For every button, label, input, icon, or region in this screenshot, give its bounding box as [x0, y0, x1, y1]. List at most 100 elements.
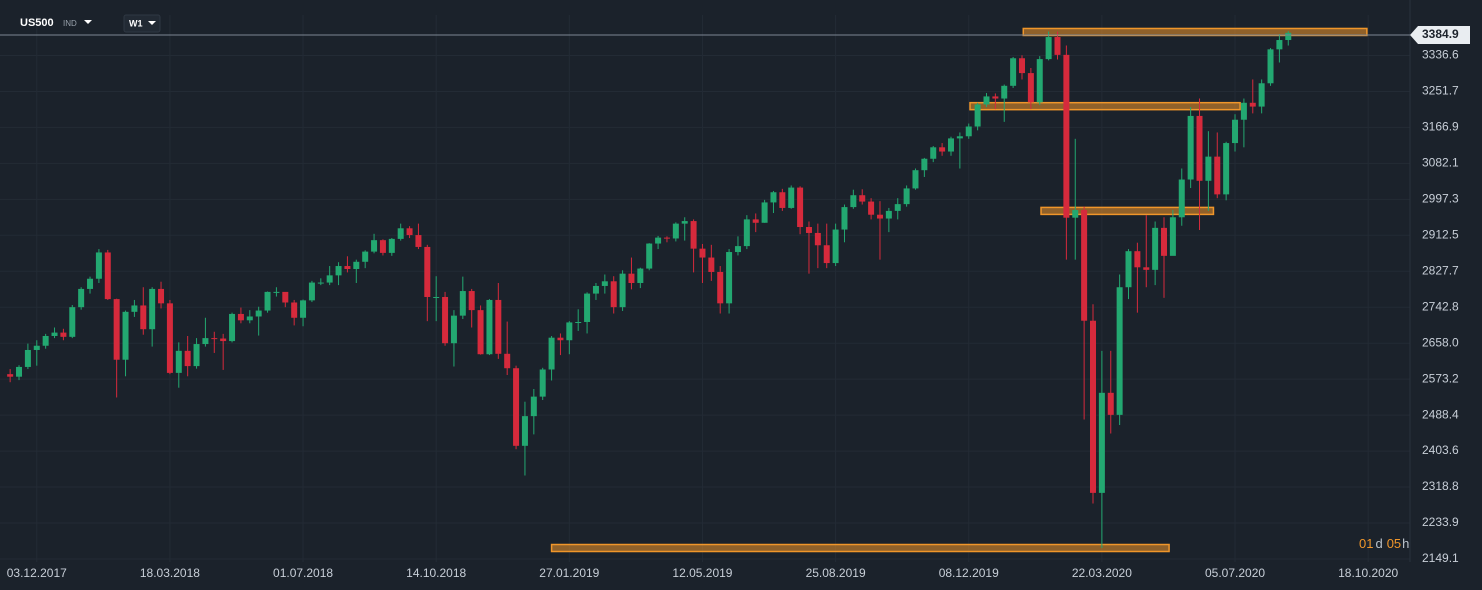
- candle-body: [78, 288, 85, 308]
- candle-body: [1090, 320, 1097, 493]
- candle-body: [450, 315, 457, 344]
- candle-body: [1214, 156, 1221, 195]
- candle-body: [308, 282, 315, 301]
- candles: [7, 31, 1292, 549]
- symbol-dropdown[interactable]: [84, 20, 92, 24]
- candle-body: [797, 187, 804, 228]
- y-tick-label: 2403.6: [1422, 443, 1459, 457]
- candle-body: [530, 396, 537, 417]
- candle-body: [699, 248, 706, 258]
- last-price-tag: [1410, 25, 1470, 44]
- candle-body: [672, 223, 679, 239]
- candle-body: [690, 221, 697, 249]
- candle-body: [149, 288, 156, 330]
- candle-body: [930, 147, 937, 159]
- candle-body: [202, 338, 209, 345]
- candle-body: [1143, 267, 1150, 270]
- candle-body: [468, 291, 475, 311]
- y-tick-label: 3166.9: [1422, 120, 1459, 134]
- market: IND: [63, 19, 77, 28]
- candle-body: [1054, 37, 1061, 55]
- y-tick-label: 3251.7: [1422, 84, 1459, 98]
- candle-body: [1125, 251, 1132, 288]
- candle-body: [33, 345, 40, 350]
- candle-body: [1010, 58, 1017, 86]
- candle-body: [229, 313, 236, 342]
- candle-body: [1081, 210, 1088, 321]
- candle-body: [539, 369, 546, 397]
- candle-body: [584, 293, 591, 322]
- candle-body: [983, 96, 990, 105]
- x-tick-label: 14.10.2018: [406, 566, 466, 580]
- candle-body: [903, 188, 910, 205]
- candle-body: [388, 238, 395, 253]
- x-tick-label: 08.12.2019: [939, 566, 999, 580]
- candle-body: [7, 374, 14, 377]
- candle-body: [317, 282, 324, 284]
- y-tick-label: 2658.0: [1422, 335, 1459, 349]
- candle-body: [894, 204, 901, 211]
- candle-body: [1018, 58, 1025, 74]
- candle-body: [619, 273, 626, 308]
- candle-body: [805, 227, 812, 233]
- timeframe-dropdown[interactable]: [148, 21, 156, 25]
- candle-body: [459, 291, 466, 316]
- candle-body: [415, 235, 422, 247]
- candle-body: [344, 266, 351, 269]
- candle-body: [814, 232, 821, 246]
- axes: 2149.1 2233.9 2318.8 2403.6 2488.4 2573.2 2658…: [0, 25, 1470, 580]
- candle-body: [1152, 227, 1159, 270]
- timeframe[interactable]: W1: [129, 18, 143, 28]
- candle-body: [841, 207, 848, 230]
- candle-body: [433, 296, 440, 298]
- symbol[interactable]: US500: [20, 17, 54, 29]
- countdown: 01 d 05h: [1359, 536, 1409, 551]
- countdown-days: 01: [1359, 536, 1373, 551]
- candle-body: [371, 240, 378, 252]
- candle-body: [992, 96, 999, 99]
- candle-body: [788, 187, 795, 208]
- candle-body: [1276, 40, 1283, 50]
- candle-body: [1232, 119, 1239, 144]
- candle-body: [947, 138, 954, 152]
- candle-body: [175, 350, 182, 373]
- candle-body: [326, 275, 333, 283]
- x-tick-label: 12.05.2019: [672, 566, 732, 580]
- candle-body: [601, 281, 608, 286]
- candle-body: [663, 237, 670, 239]
- x-tick-label: 05.07.2020: [1205, 566, 1265, 580]
- y-tick-label: 3082.1: [1422, 156, 1459, 170]
- candle-body: [273, 291, 280, 293]
- candle-body: [140, 305, 147, 330]
- x-tick-label: 25.08.2019: [806, 566, 866, 580]
- candle-body: [264, 291, 271, 311]
- candle-body: [1134, 251, 1141, 268]
- candle-body: [1249, 102, 1256, 107]
- candle-body: [1161, 227, 1168, 256]
- zone: [1040, 206, 1215, 216]
- candle-body: [104, 252, 111, 300]
- candle-body: [158, 288, 165, 304]
- candle-body: [726, 252, 733, 304]
- candle-body: [362, 251, 369, 262]
- candle-body: [504, 353, 511, 369]
- candle-body: [832, 229, 839, 264]
- candle-body: [566, 322, 573, 341]
- candle-body: [397, 228, 404, 239]
- candle-body: [1036, 59, 1043, 103]
- y-tick-label: 2233.9: [1422, 515, 1459, 529]
- y-tick-label: 2827.7: [1422, 263, 1459, 277]
- candle-body: [974, 104, 981, 127]
- candle-body: [51, 332, 58, 336]
- y-tick-label: 2488.4: [1422, 407, 1459, 421]
- candle-body: [513, 368, 520, 446]
- candle-body: [131, 305, 138, 312]
- candle-body: [1063, 54, 1070, 218]
- candle-body: [486, 299, 493, 355]
- candle-body: [628, 273, 635, 283]
- candle-body: [1196, 115, 1203, 181]
- timeframe-button[interactable]: [123, 14, 161, 33]
- candle-body: [637, 268, 644, 283]
- candle-body: [646, 243, 653, 269]
